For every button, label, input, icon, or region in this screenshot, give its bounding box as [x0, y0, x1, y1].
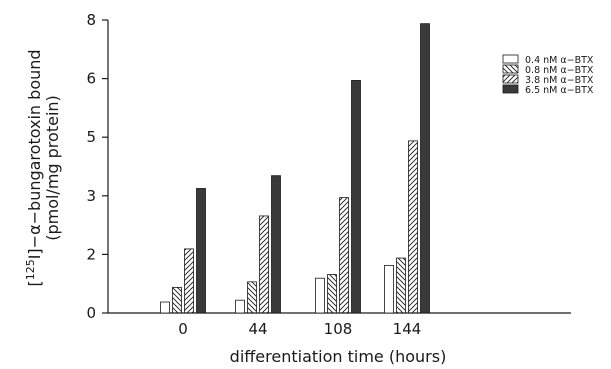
y-axis-title-isotope: 125 [24, 259, 37, 280]
bar [259, 215, 269, 314]
x-ticks: 0 44 108 144 [178, 320, 421, 338]
bar [327, 274, 337, 314]
legend-label: 6.5 nM α−BTX [525, 85, 594, 96]
x-tick-label: 144 [393, 320, 422, 338]
legend-swatch [502, 54, 519, 64]
legend-swatch [502, 64, 519, 74]
bar [247, 281, 257, 314]
bar [235, 299, 245, 314]
y-tick-label: 0 [86, 304, 96, 322]
x-tick-label: 44 [248, 320, 267, 338]
bar [184, 248, 194, 314]
y-tick-label: 6 [86, 70, 96, 88]
y-tick-label: 5 [86, 128, 96, 146]
y-tick-label: 2 [86, 245, 96, 263]
y-tick-label: 3 [86, 187, 96, 205]
bar [160, 301, 170, 314]
bar [384, 264, 394, 314]
bar [408, 140, 418, 314]
legend-swatch [502, 74, 519, 84]
y-tick-label: 8 [86, 11, 96, 29]
bar [396, 257, 406, 314]
legend-label: 0.8 nM α−BTX [525, 65, 594, 76]
y-ticks: 0 2 3 5 6 8 [86, 11, 108, 322]
x-tick-label: 0 [178, 320, 188, 338]
legend-label: 0.4 nM α−BTX [525, 55, 594, 66]
y-axis-title-bracket-open: [ [25, 280, 44, 286]
x-tick-label: 108 [324, 320, 353, 338]
legend-label: 3.8 nM α−BTX [525, 75, 594, 86]
y-axis-title: [125I]−α−bungarotoxin bound (pmol/mg pro… [24, 49, 62, 286]
bars [160, 23, 430, 314]
bar [339, 197, 349, 314]
x-axis-title: differentiation time (hours) [230, 347, 447, 366]
legend-swatch [502, 84, 519, 94]
bar [196, 188, 206, 314]
bar [172, 286, 182, 314]
y-axis-title-element: I]−α−bungarotoxin bound [25, 49, 44, 259]
y-axis-title-line2: (pmol/mg protein) [43, 95, 62, 241]
bar [420, 23, 430, 314]
bar [271, 175, 281, 314]
bar [351, 80, 361, 314]
y-axis-title-line1: [125I]−α−bungarotoxin bound [24, 49, 44, 286]
bar [315, 277, 325, 314]
